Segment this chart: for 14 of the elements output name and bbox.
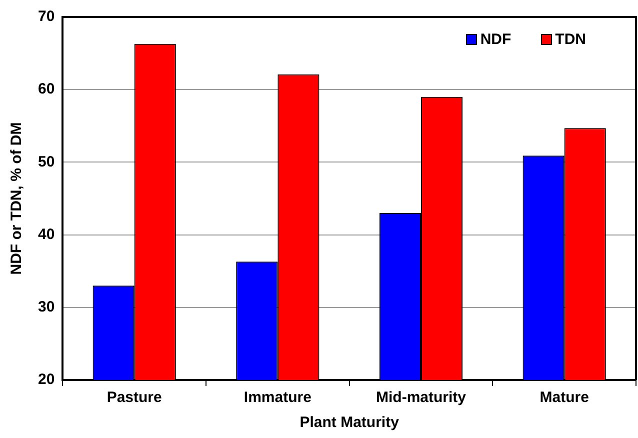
legend-label: NDF <box>480 31 512 48</box>
x-axis-title: Plant Maturity <box>300 414 400 432</box>
y-tick-label: 40 <box>38 226 55 243</box>
x-tick-label: Immature <box>244 389 312 406</box>
y-tick-label: 30 <box>38 298 55 316</box>
x-tick-label: Mature <box>540 389 589 406</box>
y-tick-label: 70 <box>38 8 55 26</box>
y-tick-label: 50 <box>38 153 55 170</box>
y-tick-label: 60 <box>38 80 55 98</box>
x-tick-label: Mid-maturity <box>376 389 467 406</box>
x-tick-label: Pasture <box>106 389 162 406</box>
legend-label: TDN <box>555 31 586 48</box>
y-axis-title: NDF or TDN, % of DM <box>8 122 26 275</box>
y-tick-label: 20 <box>38 371 55 388</box>
